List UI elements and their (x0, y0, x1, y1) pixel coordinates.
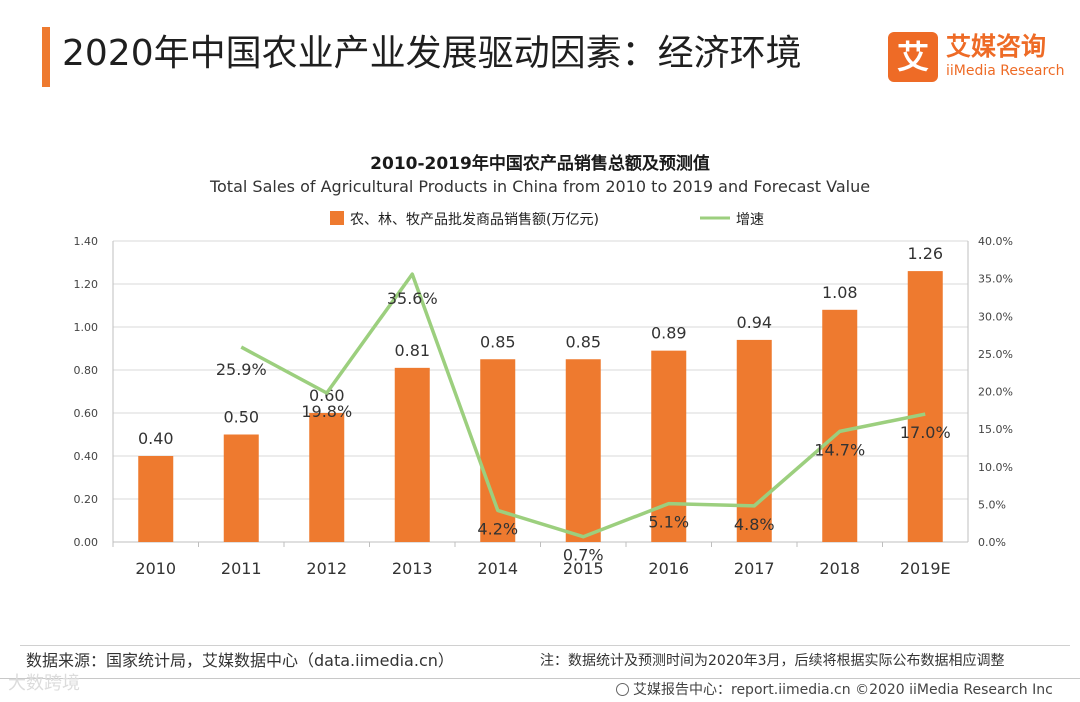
report-center: 艾媒报告中心：report.iimedia.cn ©2020 iiMedia R… (616, 681, 1053, 699)
bar (822, 309, 858, 542)
x-tick-label: 2010 (135, 559, 176, 578)
bar (907, 271, 943, 542)
x-tick-label: 2016 (648, 559, 689, 578)
growth-value-label: 25.9% (216, 360, 267, 379)
growth-line (240, 272, 926, 539)
data-source: 数据来源：国家统计局，艾媒数据中心（data.iimedia.cn） (26, 651, 454, 670)
y-left-tick-label: 1.40 (74, 235, 99, 248)
bar (565, 359, 601, 542)
logo-text-en: iiMedia Research (946, 63, 1065, 79)
y-left-tick-label: 1.00 (74, 321, 99, 334)
bar (651, 350, 687, 542)
globe-icon (616, 683, 629, 696)
y-right-tick-label: 35.0% (978, 273, 1013, 286)
growth-value-label: 17.0% (900, 423, 951, 442)
y-right-tick-label: 25.0% (978, 348, 1013, 361)
x-tick-label: 2019E (900, 559, 951, 578)
x-tick-label: 2014 (477, 559, 518, 578)
growth-value-label: 0.7% (563, 546, 604, 565)
x-tick-label: 2017 (734, 559, 775, 578)
growth-value-label: 4.8% (734, 515, 775, 534)
bar-value-label: 0.85 (480, 332, 516, 351)
x-tick-label: 2011 (221, 559, 262, 578)
logo-mark-text: 艾 (896, 38, 929, 76)
chart-title: 2010-2019年中国农产品销售总额及预测值 (370, 153, 710, 174)
y-right-tick-label: 5.0% (978, 498, 1006, 511)
bar-value-label: 1.08 (822, 283, 858, 302)
bar (736, 339, 772, 542)
y-left-tick-label: 0.20 (74, 493, 99, 506)
y-right-tick-label: 10.0% (978, 461, 1013, 474)
bar-value-label: 0.94 (736, 313, 772, 332)
y-right-tick-label: 15.0% (978, 423, 1013, 436)
y-right-tick-label: 30.0% (978, 310, 1013, 323)
legend-bar-swatch (330, 211, 344, 225)
growth-value-label: 5.1% (648, 513, 689, 532)
y-right-tick-label: 20.0% (978, 386, 1013, 399)
logo-mark: 艾 (888, 32, 938, 82)
bar-value-label: 0.60 (309, 386, 345, 405)
watermark: 大数跨境 (8, 673, 80, 694)
y-left-tick-label: 0.60 (74, 407, 99, 420)
bar-value-label: 1.26 (907, 244, 943, 263)
chart-subtitle: Total Sales of Agricultural Products in … (209, 177, 870, 196)
y-left-tick-label: 0.40 (74, 450, 99, 463)
bar-value-label: 0.40 (138, 429, 174, 448)
y-left-tick-label: 0.80 (74, 364, 99, 377)
bar-value-label: 0.89 (651, 324, 687, 343)
bar-value-label: 0.85 (565, 332, 601, 351)
sales-chart: 2010-2019年中国农产品销售总额及预测值 Total Sales of Ag… (74, 153, 1013, 578)
legend-bar-label: 农、林、牧产品批发商品销售额(万亿元) (350, 212, 599, 228)
x-tick-label: 2013 (392, 559, 433, 578)
y-left-tick-label: 1.20 (74, 278, 99, 291)
growth-value-label: 14.7% (814, 440, 865, 459)
data-note: 注：数据统计及预测时间为2020年3月，后续将根据实际公布数据相应调整 (540, 653, 1005, 669)
report-text: 艾媒报告中心：report.iimedia.cn ©2020 iiMedia R… (633, 682, 1053, 698)
iimedia-logo: 艾 艾媒咨询 iiMedia Research (888, 32, 1068, 82)
bottom-divider (0, 678, 1080, 679)
legend-line-label: 增速 (736, 212, 764, 228)
bar (138, 456, 174, 542)
y-right-tick-label: 0.0% (978, 536, 1006, 549)
bar (309, 413, 345, 542)
growth-value-label: 19.8% (301, 402, 352, 421)
y-right-tick-label: 40.0% (978, 235, 1013, 248)
logo-text-cn: 艾媒咨询 (946, 32, 1047, 61)
x-tick-label: 2012 (306, 559, 347, 578)
title-accent-bar (42, 27, 50, 87)
x-tick-label: 2015 (563, 559, 604, 578)
footer-divider (20, 645, 1070, 646)
bar-value-label: 0.81 (394, 341, 430, 360)
growth-value-label: 4.2% (477, 519, 518, 538)
bar (223, 434, 259, 542)
growth-value-label: 35.6% (387, 289, 438, 308)
x-tick-label: 2018 (819, 559, 860, 578)
bar (394, 367, 430, 542)
page-title: 2020年中国农业产业发展驱动因素：经济环境 (62, 33, 802, 74)
bar-value-label: 0.50 (223, 408, 259, 427)
y-left-tick-label: 0.00 (74, 536, 99, 549)
